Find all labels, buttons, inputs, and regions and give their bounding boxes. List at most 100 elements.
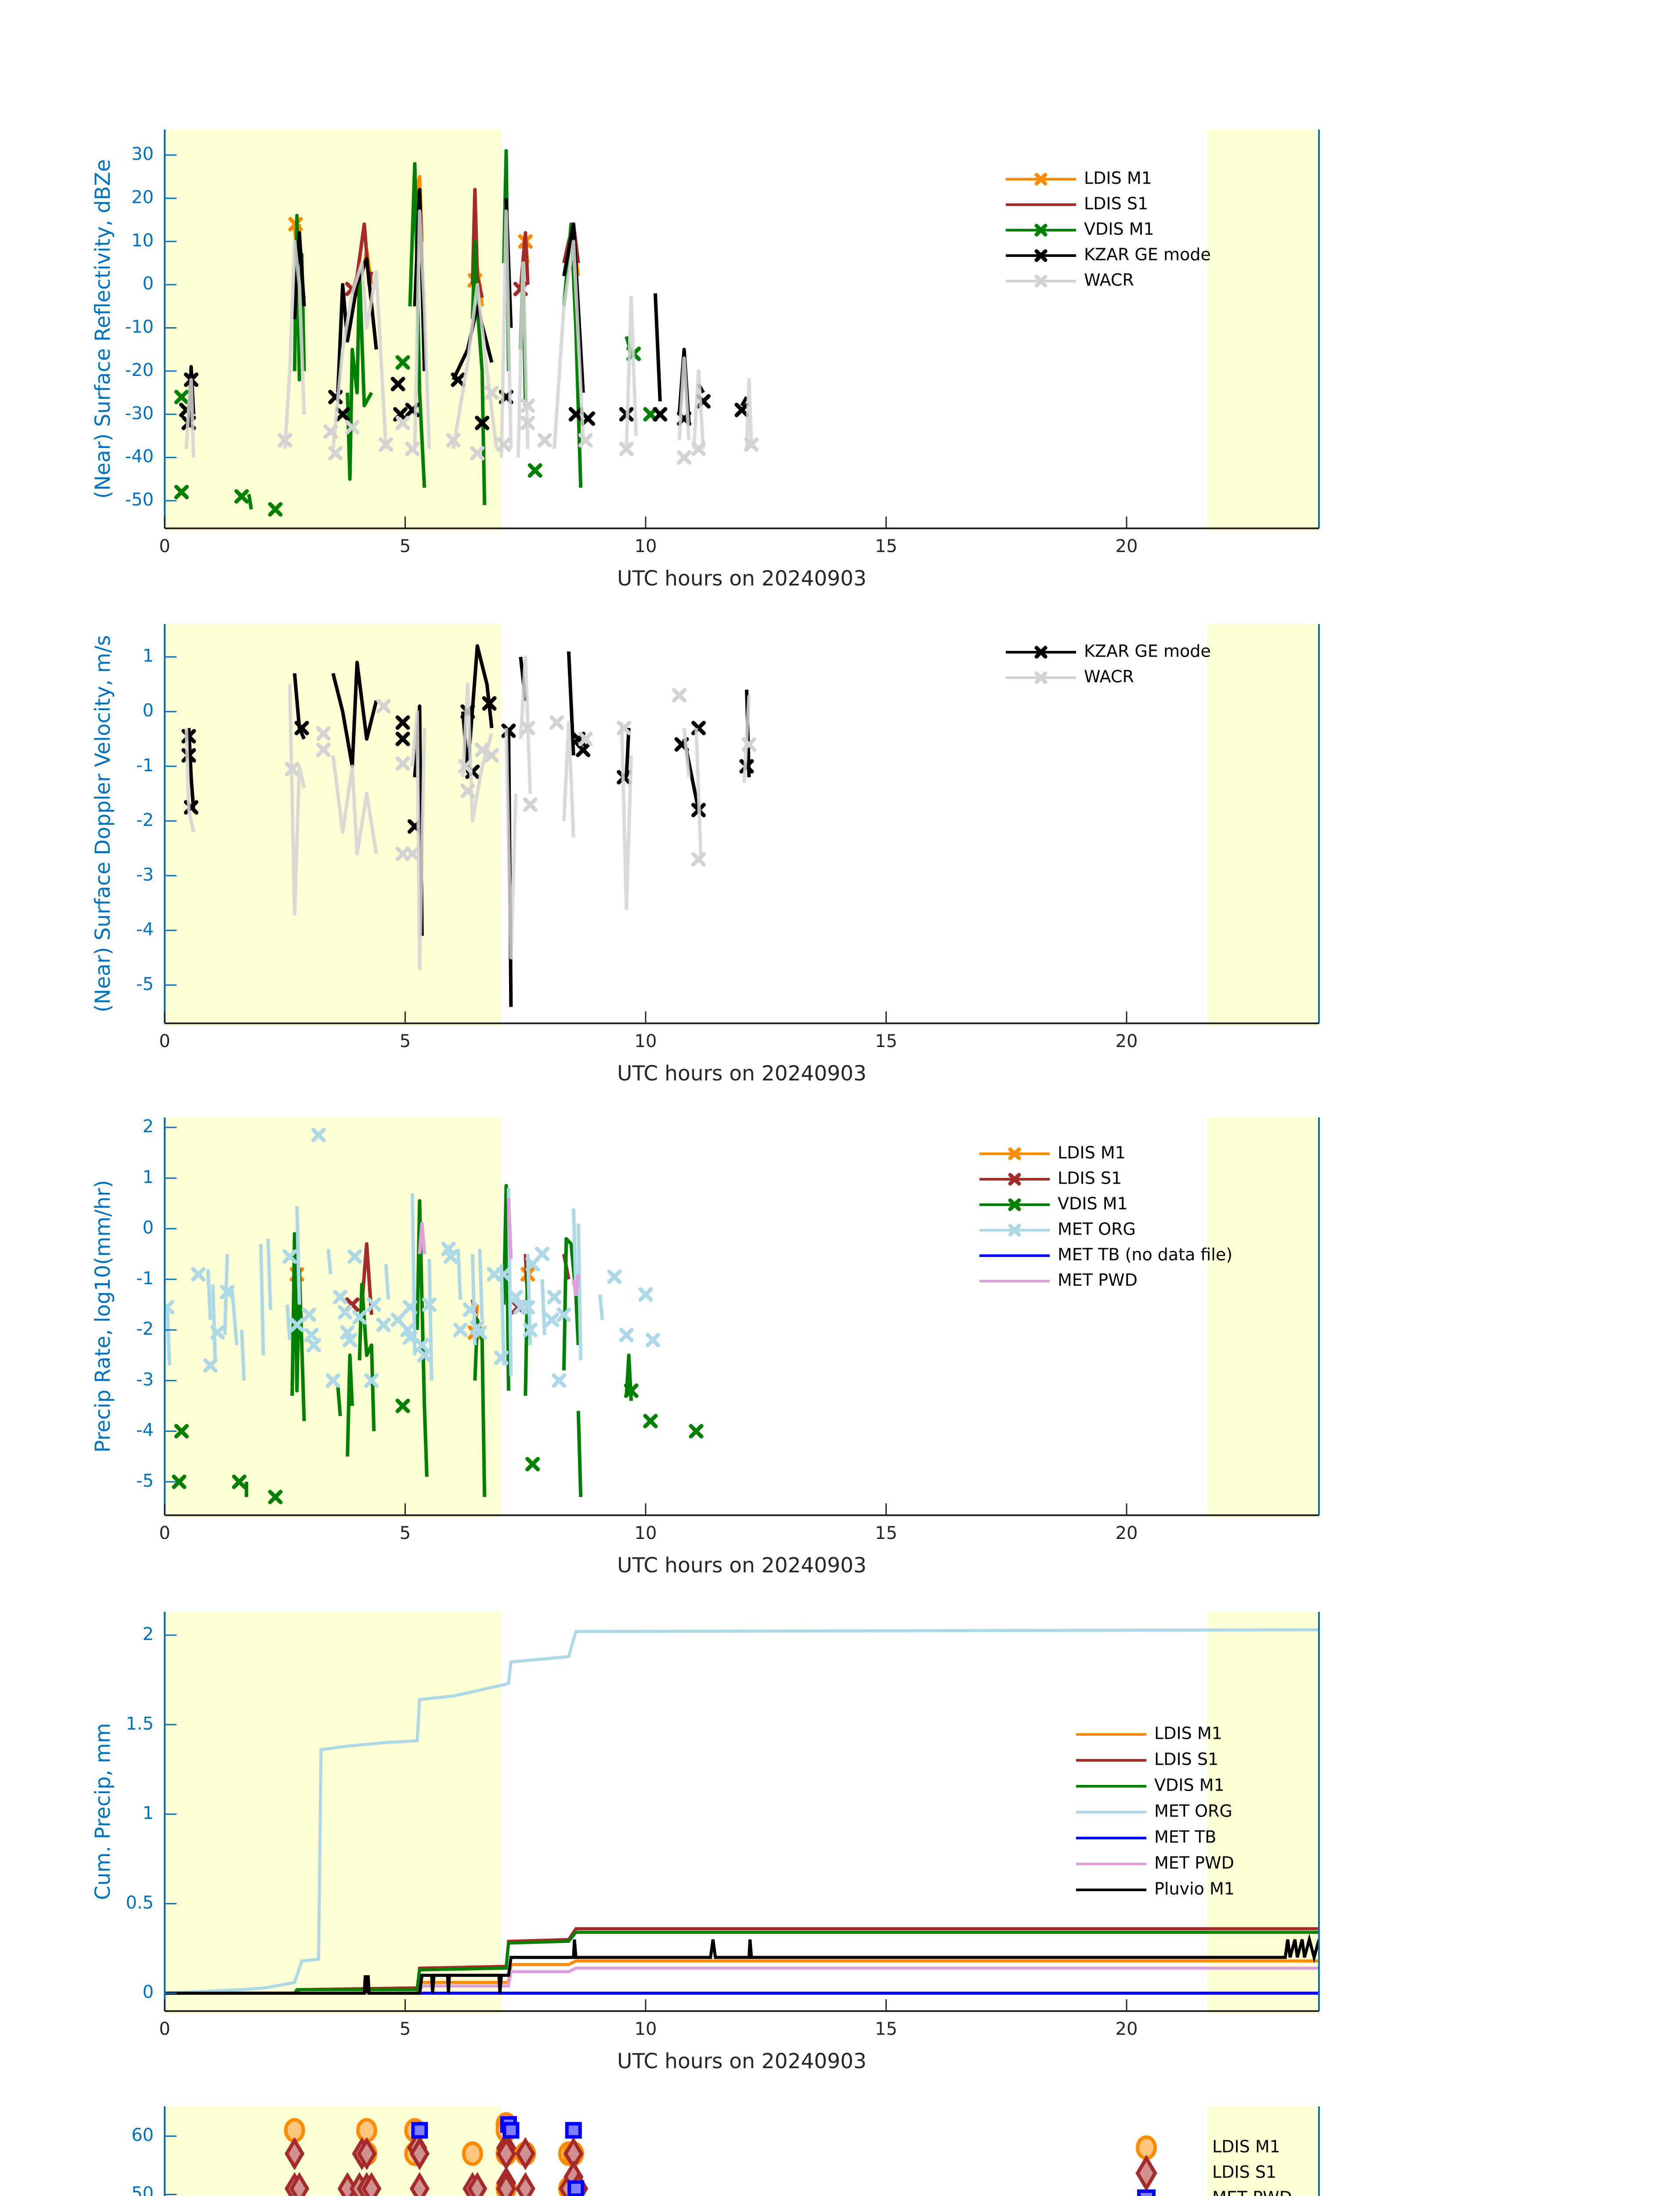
legend: LDIS M1 LDIS S1 VDIS M1 MET ORG MET TB (no d… bbox=[979, 1143, 1232, 1290]
shaded-period bbox=[1207, 2106, 1319, 2196]
x-tick-label: 20 bbox=[1116, 2019, 1138, 2039]
legend-label: LDIS M1 bbox=[1154, 1724, 1222, 1743]
data-point-wacr bbox=[549, 715, 564, 730]
data-point-wacr bbox=[328, 446, 343, 461]
series-line-wacr bbox=[410, 710, 426, 971]
data-point-ldis-s1 bbox=[467, 2172, 488, 2196]
data-point-ldis-s1 bbox=[515, 2172, 535, 2196]
shaded-period bbox=[1207, 130, 1319, 531]
legend-marker-x bbox=[1008, 1198, 1021, 1211]
legend-item-pluvio-m1: Pluvio M1 bbox=[1076, 1879, 1235, 1899]
x-tick-label: 15 bbox=[875, 536, 897, 556]
data-point-met-org bbox=[417, 1348, 432, 1363]
series-line-met-org bbox=[478, 1249, 484, 1320]
data-point-wacr bbox=[376, 699, 391, 714]
data-point-wacr bbox=[405, 441, 420, 456]
legend-label: MET TB bbox=[1154, 1828, 1216, 1847]
y-tick-label: 1 bbox=[143, 1167, 154, 1187]
legend-marker-x bbox=[1034, 646, 1048, 659]
data-point-met-org bbox=[402, 1300, 417, 1315]
data-point-vdis-m1 bbox=[174, 484, 189, 499]
x-axis-title: UTC hours on 20240903 bbox=[617, 567, 867, 591]
data-point-wacr bbox=[395, 415, 410, 430]
data-point-met-org bbox=[619, 1328, 634, 1343]
x-tick-label: 20 bbox=[1116, 536, 1138, 556]
legend-label: LDIS S1 bbox=[1154, 1750, 1218, 1769]
x-tick-label: 5 bbox=[400, 1031, 411, 1051]
data-point-ldis-s1 bbox=[284, 2137, 305, 2171]
data-point-wacr bbox=[379, 437, 394, 452]
legend: KZAR GE mode WACR bbox=[1006, 642, 1211, 686]
legend-label: LDIS S1 bbox=[1212, 2163, 1276, 2182]
data-point-met-org bbox=[638, 1287, 653, 1302]
data-point-kzar-ge-mode bbox=[576, 742, 591, 757]
y-tick-label: -5 bbox=[136, 974, 154, 994]
data-point-ldis-s1 bbox=[409, 2137, 430, 2171]
data-point-wacr bbox=[520, 398, 535, 413]
data-point-vdis-m1 bbox=[525, 1457, 540, 1472]
series-line-wacr bbox=[331, 261, 388, 449]
series-line-met-org bbox=[240, 1329, 246, 1381]
series-line-kzar-ge-mode bbox=[187, 728, 195, 810]
data-point-met-pwd bbox=[502, 2122, 520, 2139]
data-point-wacr bbox=[458, 759, 473, 774]
series-line-wacr bbox=[516, 261, 530, 458]
shaded-period bbox=[165, 1117, 502, 1518]
legend-item-ldis-s1: LDIS S1 bbox=[1006, 194, 1148, 213]
y-tick-label: -2 bbox=[136, 810, 154, 830]
y-tick-label: 0 bbox=[143, 1218, 154, 1238]
legend-label: KZAR GE mode bbox=[1084, 245, 1211, 264]
y-tick-label: -1 bbox=[136, 1268, 154, 1289]
panel-weather_codes: 010203040506005101520UTC hours on 202409… bbox=[131, 2106, 1320, 2196]
legend-item-vdis-m1: VDIS M1 bbox=[1076, 1776, 1225, 1795]
series-line-met-org bbox=[576, 1224, 583, 1361]
legend-item-wacr: WACR bbox=[1006, 271, 1134, 290]
shaded-period bbox=[165, 1612, 502, 2014]
y-tick-label: 0 bbox=[143, 701, 154, 721]
legend-marker-x bbox=[1008, 1173, 1021, 1186]
legend-marker-x bbox=[1034, 173, 1048, 186]
series-line-met-org bbox=[266, 1239, 272, 1310]
data-point-wacr bbox=[395, 756, 410, 771]
series-line-met-org bbox=[206, 1269, 212, 1320]
data-point-met-org bbox=[165, 1300, 174, 1315]
data-point-met-org bbox=[402, 1330, 417, 1345]
series-line-met-pwd bbox=[506, 1198, 513, 1259]
y-tick-label: 0 bbox=[143, 1982, 154, 2002]
y-tick-label: -2 bbox=[136, 1319, 154, 1339]
x-tick-label: 15 bbox=[875, 1031, 897, 1051]
legend-item-ldis-s1: LDIS S1 bbox=[1135, 2155, 1276, 2192]
y-axis-title: (Near) Surface Doppler Velocity, m/s bbox=[91, 635, 115, 1012]
series-line-wacr bbox=[283, 239, 306, 449]
data-point-met-org bbox=[496, 1267, 511, 1282]
legend-item-kzar-ge-mode: KZAR GE mode bbox=[1006, 245, 1211, 264]
x-tick-label: 5 bbox=[400, 536, 411, 556]
data-point-wacr bbox=[323, 424, 338, 439]
y-tick-label: -40 bbox=[125, 447, 154, 467]
data-point-wacr bbox=[619, 441, 634, 456]
data-point-kzar-ge-mode bbox=[395, 715, 410, 730]
y-axis-title: Cum. Precip, mm bbox=[91, 1723, 115, 1900]
data-point-wacr bbox=[523, 797, 538, 812]
series-line-met-org bbox=[165, 1628, 1319, 1995]
data-point-met-org bbox=[289, 1318, 304, 1333]
x-tick-label: 20 bbox=[1116, 1523, 1138, 1543]
data-point-vdis-m1 bbox=[174, 390, 189, 405]
shaded-period bbox=[165, 2106, 502, 2196]
data-point-kzar-ge-mode bbox=[734, 402, 749, 417]
series-line-wacr bbox=[184, 378, 195, 458]
data-point-wacr bbox=[677, 450, 692, 465]
series-line-vdis-m1 bbox=[247, 494, 253, 510]
shaded-period bbox=[1207, 624, 1319, 1026]
series-line-vdis-m1 bbox=[576, 1411, 583, 1497]
series-line-wacr bbox=[620, 722, 633, 910]
series-line-wacr bbox=[288, 684, 306, 916]
legend-marker-x bbox=[1034, 224, 1048, 237]
series-line-met-pwd bbox=[571, 1274, 580, 1297]
data-point-met-org bbox=[472, 1325, 487, 1340]
series-line-met-org bbox=[384, 1264, 390, 1300]
data-point-kzar-ge-mode bbox=[395, 731, 410, 746]
legend-label: WACR bbox=[1084, 271, 1134, 290]
